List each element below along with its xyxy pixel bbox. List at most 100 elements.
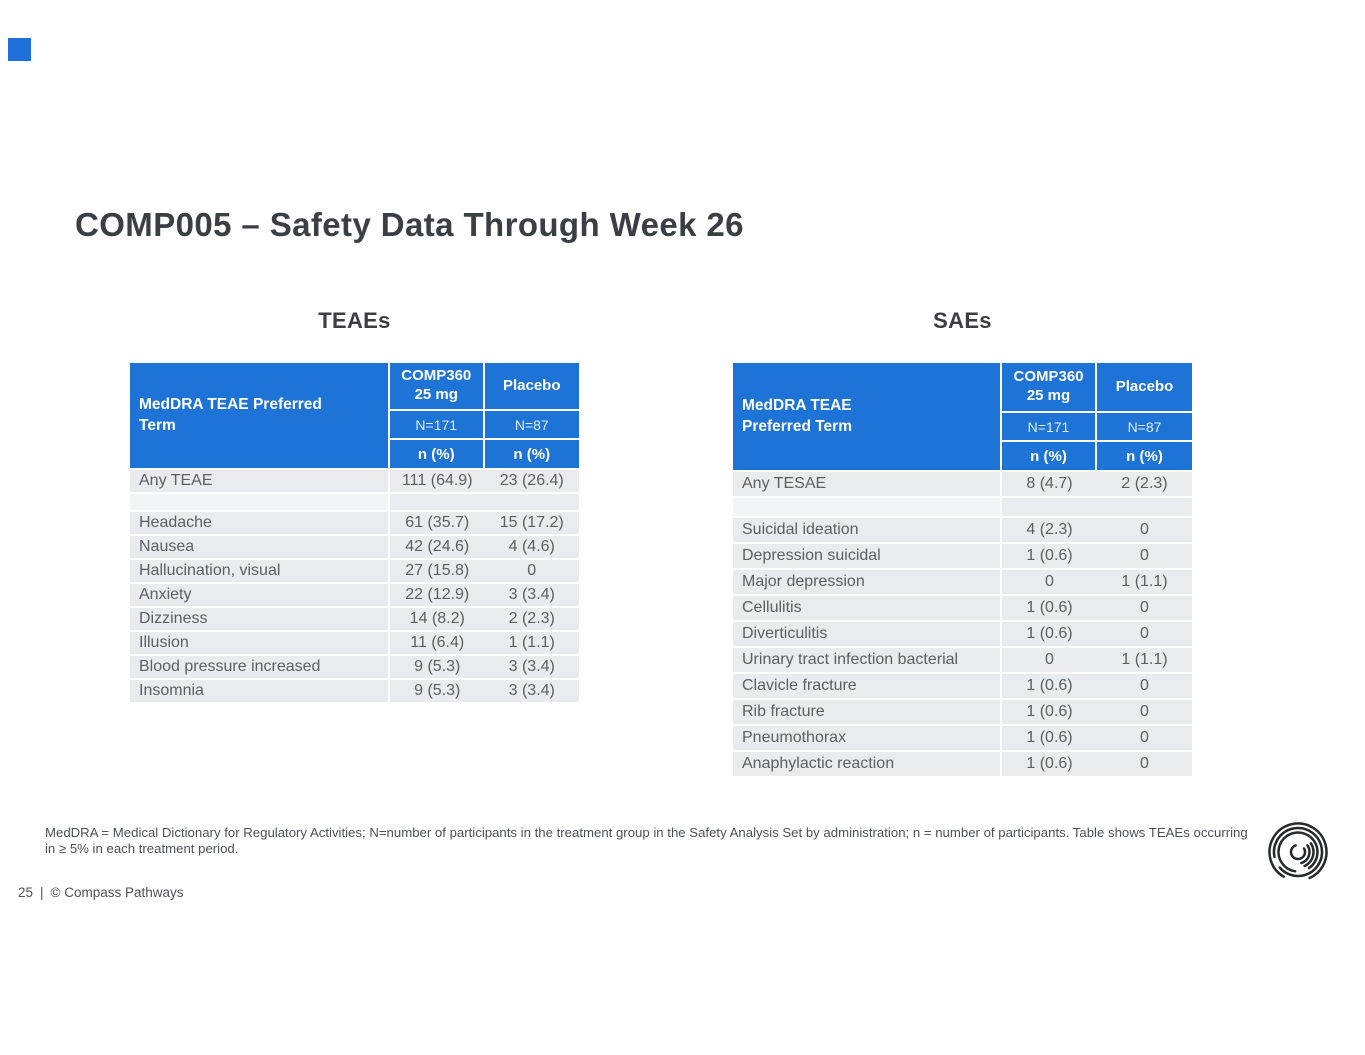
column-header-comp360: COMP360 25 mg (1002, 363, 1097, 411)
sae-table: MedDRA TEAE Preferred Term COMP360 25 mg… (733, 363, 1192, 778)
comp360-value: 4 (2.3) (1002, 518, 1097, 542)
column-subheader-n-placebo: N=87 (1127, 418, 1162, 435)
row-label: Anxiety (130, 584, 390, 606)
row-label: Urinary tract infection bacterial (733, 648, 1002, 672)
placebo-value: 15 (17.2) (484, 512, 579, 534)
placebo-value: 3 (3.4) (484, 584, 579, 606)
table-row: Anxiety 22 (12.9) 3 (3.4) (130, 584, 579, 606)
comp360-value: 22 (12.9) (390, 584, 485, 606)
row-label: Diverticulitis (733, 622, 1002, 646)
placebo-value: 3 (3.4) (484, 656, 579, 678)
table-row: Any TEAE 111 (64.9) 23 (26.4) (130, 470, 579, 492)
row-label: Any TESAE (733, 472, 1002, 496)
table-row: Depression suicidal 1 (0.6) 0 (733, 544, 1192, 568)
column-subheader-n-comp360: N=171 (390, 411, 485, 438)
table-row: Illusion 11 (6.4) 1 (1.1) (130, 632, 579, 654)
placebo-value: 2 (2.3) (484, 608, 579, 630)
comp360-value: 61 (35.7) (390, 512, 485, 534)
table-row: Rib fracture 1 (0.6) 0 (733, 700, 1192, 724)
comp360-value: 1 (0.6) (1002, 726, 1097, 750)
teae-section-title: TEAEs (318, 308, 391, 333)
row-label: Rib fracture (733, 700, 1002, 724)
comp360-value: 1 (0.6) (1002, 700, 1097, 724)
column-subheader-unit-placebo: n (%) (1126, 447, 1163, 465)
column-subheader-n-comp360: N=171 (1002, 413, 1097, 440)
teae-table: MedDRA TEAE Preferred Term COMP360 25 mg… (130, 363, 579, 704)
table-row: Pneumothorax 1 (0.6) 0 (733, 726, 1192, 750)
placebo-value: 0 (1097, 752, 1192, 776)
table-row: Suicidal ideation 4 (2.3) 0 (733, 518, 1192, 542)
comp360-value: 1 (0.6) (1002, 674, 1097, 698)
row-label: Headache (130, 512, 390, 534)
placebo-value: 0 (1097, 674, 1192, 698)
placebo-value: 0 (484, 560, 579, 582)
table-row: Urinary tract infection bacterial 0 1 (1… (733, 648, 1192, 672)
row-label: Illusion (130, 632, 390, 654)
comp360-value: 1 (0.6) (1002, 596, 1097, 620)
column-header-preferred-term: MedDRA TEAE Preferred Term (130, 363, 390, 468)
sae-table-body: Any TESAE 8 (4.7) 2 (2.3) Suicidal ideat… (733, 472, 1192, 776)
comp360-value: 1 (0.6) (1002, 544, 1097, 568)
comp360-value: 14 (8.2) (390, 608, 485, 630)
row-label: Anaphylactic reaction (733, 752, 1002, 776)
blue-square-icon (8, 38, 31, 61)
column-header-preferred-term: MedDRA TEAE Preferred Term (733, 363, 1002, 470)
row-label: Depression suicidal (733, 544, 1002, 568)
row-label: Suicidal ideation (733, 518, 1002, 542)
row-label: Any TEAE (130, 470, 390, 492)
compass-pathways-spiral-logo-icon (1268, 822, 1328, 882)
page-number: 25 (18, 885, 34, 900)
row-label: Insomnia (130, 680, 390, 702)
placebo-value: 1 (1.1) (1097, 648, 1192, 672)
placebo-value: 2 (2.3) (1097, 472, 1192, 496)
comp360-value: 11 (6.4) (390, 632, 485, 654)
table-row: Insomnia 9 (5.3) 3 (3.4) (130, 680, 579, 702)
row-label: Dizziness (130, 608, 390, 630)
placebo-value: 0 (1097, 622, 1192, 646)
table-row: Any TESAE 8 (4.7) 2 (2.3) (733, 472, 1192, 496)
row-label: Cellulitis (733, 596, 1002, 620)
column-header-comp360: COMP360 25 mg (390, 363, 485, 409)
row-label: Nausea (130, 536, 390, 558)
table-row: Diverticulitis 1 (0.6) 0 (733, 622, 1192, 646)
row-label: Clavicle fracture (733, 674, 1002, 698)
placebo-value: 0 (1097, 544, 1192, 568)
column-subheader-unit-comp360: n (%) (390, 440, 485, 468)
column-header-placebo: Placebo (502, 376, 561, 394)
row-label: Pneumothorax (733, 726, 1002, 750)
table-row: Dizziness 14 (8.2) 2 (2.3) (130, 608, 579, 630)
copyright-text: © Compass Pathways (50, 885, 184, 900)
placebo-value (484, 494, 579, 510)
comp360-value (1002, 498, 1097, 516)
row-label: Blood pressure increased (130, 656, 390, 678)
teae-table-body: Any TEAE 111 (64.9) 23 (26.4) Headache 6… (130, 470, 579, 702)
table-row: Headache 61 (35.7) 15 (17.2) (130, 512, 579, 534)
comp360-value: 1 (0.6) (1002, 752, 1097, 776)
comp360-value: 42 (24.6) (390, 536, 485, 558)
row-label: Major depression (733, 570, 1002, 594)
placebo-value: 1 (1.1) (1097, 570, 1192, 594)
footnote-text: MedDRA = Medical Dictionary for Regulato… (45, 825, 1248, 856)
column-subheader-n-placebo: N=87 (514, 416, 549, 433)
comp360-value: 8 (4.7) (1002, 472, 1097, 496)
placebo-value: 0 (1097, 518, 1192, 542)
table-row: Nausea 42 (24.6) 4 (4.6) (130, 536, 579, 558)
placebo-value: 1 (1.1) (484, 632, 579, 654)
placebo-value: 4 (4.6) (484, 536, 579, 558)
row-label: Hallucination, visual (130, 560, 390, 582)
page-title: COMP005 – Safety Data Through Week 26 (75, 206, 744, 243)
table-row: Anaphylactic reaction 1 (0.6) 0 (733, 752, 1192, 776)
table-row: Clavicle fracture 1 (0.6) 0 (733, 674, 1192, 698)
column-subheader-unit-comp360: n (%) (1002, 442, 1097, 470)
comp360-value: 9 (5.3) (390, 680, 485, 702)
row-label (130, 494, 390, 510)
placebo-value: 3 (3.4) (484, 680, 579, 702)
table-row: Cellulitis 1 (0.6) 0 (733, 596, 1192, 620)
sae-section-title: SAEs (933, 308, 992, 333)
comp360-value: 27 (15.8) (390, 560, 485, 582)
placebo-value: 0 (1097, 700, 1192, 724)
table-row: Major depression 0 1 (1.1) (733, 570, 1192, 594)
footer-divider: | (40, 885, 44, 900)
sae-table-header: MedDRA TEAE Preferred Term COMP360 25 mg… (733, 363, 1192, 470)
